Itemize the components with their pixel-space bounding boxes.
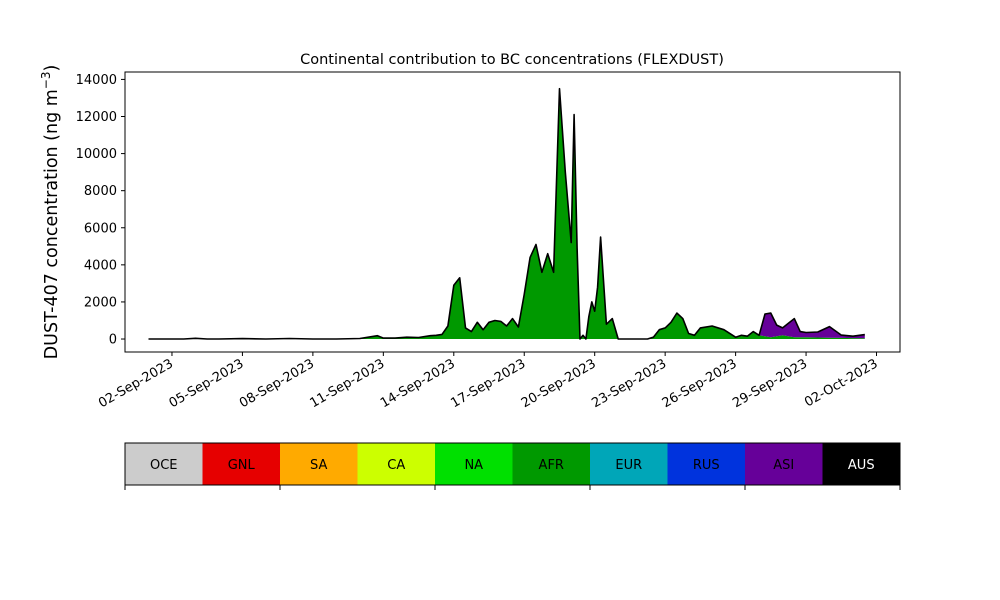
legend-frame <box>124 442 901 486</box>
legend-swatch-ca <box>357 443 435 485</box>
legend-swatch-na <box>435 443 513 485</box>
x-tick-label: 14-Sep-2023 <box>378 356 458 411</box>
y-tick-label: 4000 <box>84 258 117 273</box>
area-asi <box>148 88 865 339</box>
legend-label-asi: ASI <box>773 458 794 473</box>
legend-swatch-rus <box>667 443 745 485</box>
y-axis-label: DUST-407 concentration (ng m−3) <box>39 65 62 360</box>
x-tick-label: 29-Sep-2023 <box>730 356 810 411</box>
legend-swatch-eur <box>590 443 668 485</box>
legend-swatch-aus <box>822 443 900 485</box>
legend-swatch-oce <box>125 443 203 485</box>
area-rus <box>148 88 865 339</box>
area-eur <box>148 88 865 339</box>
legend-label-sa: SA <box>310 458 327 473</box>
y-tick-label: 0 <box>109 333 117 348</box>
legend-label-oce: OCE <box>150 458 178 473</box>
y-tick-label: 10000 <box>76 147 117 162</box>
y-tick-label: 2000 <box>84 295 117 310</box>
legend-swatch-sa <box>280 443 358 485</box>
x-tick-label: 26-Sep-2023 <box>660 356 740 411</box>
legend-label-aus: AUS <box>848 458 875 473</box>
total-line <box>148 87 865 340</box>
y-tick-label: 14000 <box>76 73 117 88</box>
y-tick-label: 12000 <box>76 110 117 125</box>
plot-frame <box>124 71 901 353</box>
legend-label-ca: CA <box>387 458 405 473</box>
x-tick-label: 11-Sep-2023 <box>308 356 388 411</box>
legend-label-na: NA <box>464 458 483 473</box>
x-tick-label: 02-Sep-2023 <box>96 356 176 411</box>
legend-label-eur: EUR <box>615 458 642 473</box>
x-tick-label: 08-Sep-2023 <box>237 356 317 411</box>
chart-title: Continental contribution to BC concentra… <box>300 52 724 68</box>
legend-swatch-asi <box>745 443 823 485</box>
legend-label-gnl: GNL <box>228 458 256 473</box>
legend: OCE GNL SA CA NA AFR EUR RUS ASI AUS <box>124 442 901 490</box>
area-afr <box>148 88 865 339</box>
area-aus <box>148 88 865 339</box>
legend-label-afr: AFR <box>539 458 564 473</box>
x-tick-label: 20-Sep-2023 <box>519 356 599 411</box>
legend-swatch-gnl <box>202 443 280 485</box>
y-tick-label: 8000 <box>84 184 117 199</box>
x-tick-label: 02-Oct-2023 <box>802 356 880 410</box>
y-tick-label: 6000 <box>84 221 117 236</box>
plot-area: 0 2000 4000 6000 8000 10000 12000 14000 02-Sep-2… <box>76 71 901 411</box>
legend-label-rus: RUS <box>693 458 720 473</box>
x-tick-label: 17-Sep-2023 <box>448 356 528 411</box>
legend-swatch-afr <box>512 443 590 485</box>
x-tick-label: 23-Sep-2023 <box>589 356 669 411</box>
x-tick-label: 05-Sep-2023 <box>167 356 247 411</box>
